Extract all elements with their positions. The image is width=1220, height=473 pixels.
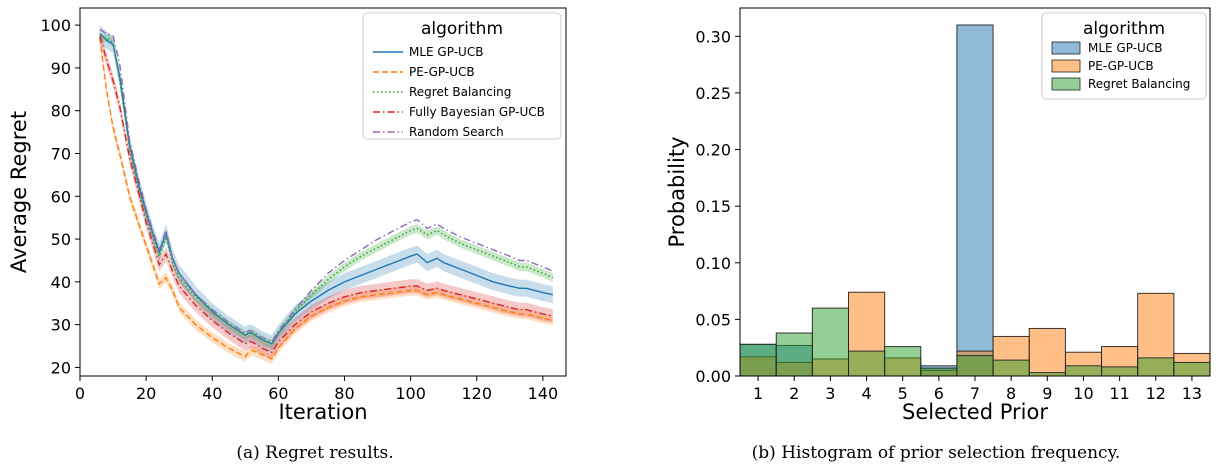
series-line-3 [99, 35, 553, 354]
legend-title: algorithm [1083, 19, 1165, 39]
x-tick-label: 1 [753, 384, 763, 403]
caption-right: (b) Histogram of prior selection frequen… [752, 443, 1121, 463]
x-tick-label: 13 [1182, 384, 1202, 403]
y-tick-label: 70 [51, 144, 71, 163]
legend-box [1041, 12, 1207, 100]
legend-label-3: Fully Bayesian GP-UCB [409, 105, 545, 119]
y-tick-label: 0.20 [695, 141, 731, 160]
legend-box [362, 12, 562, 140]
x-axis-label: Selected Prior [902, 400, 1048, 424]
legend-title: algorithm [421, 19, 503, 39]
x-tick-label: 5 [898, 384, 908, 403]
y-tick-label: 100 [40, 16, 71, 35]
x-tick-label: 11 [1109, 384, 1129, 403]
bar-2-2 [811, 307, 849, 377]
x-tick-label: 20 [136, 384, 156, 403]
bar-1-8 [1028, 327, 1066, 377]
legend-label-1: PE-GP-UCB [1088, 59, 1154, 73]
x-tick-label: 4 [861, 384, 871, 403]
legend-swatch-2 [1051, 77, 1081, 91]
bar-2-6 [956, 355, 994, 377]
legend-label-0: MLE GP-UCB [409, 45, 483, 59]
x-tick-label: 12 [1146, 384, 1166, 403]
y-tick-label: 80 [51, 102, 71, 121]
bar-2-1 [775, 332, 813, 377]
y-tick-label: 0.15 [695, 197, 731, 216]
y-tick-label: 0.05 [695, 310, 731, 329]
y-tick-label: 0.10 [695, 254, 731, 273]
caption-left: (a) Regret results. [236, 443, 393, 463]
y-tick-label: 0.00 [695, 367, 731, 386]
bar-2-4 [884, 346, 922, 377]
x-tick-label: 40 [202, 384, 222, 403]
legend-label-0: MLE GP-UCB [1088, 41, 1162, 55]
x-tick-label: 10 [1073, 384, 1093, 403]
bar-2-5 [920, 367, 958, 377]
x-tick-label: 2 [789, 384, 799, 403]
x-tick-label: 9 [1042, 384, 1052, 403]
x-tick-label: 120 [461, 384, 492, 403]
regret-line-chart: 0 20 40 60 80 100 120 1402030405060708090100Ite… [7, 7, 567, 424]
legend: algorithm MLE GP-UCB PE-GP-UCB Regret Balan… [1041, 12, 1207, 100]
legend-label-4: Random Search [409, 125, 504, 139]
legend-swatch-0 [1051, 41, 1081, 55]
y-tick-label: 0.25 [695, 84, 731, 103]
bar-2-10 [1101, 366, 1139, 377]
y-tick-label: 60 [51, 187, 71, 206]
x-tick-label: 80 [334, 384, 354, 403]
y-tick-label: 40 [51, 273, 71, 292]
x-tick-label: 0 [75, 384, 85, 403]
bar-2-9 [1064, 365, 1103, 377]
legend: algorithm MLE GP-UCB PE-GP-UCB Regret Balan… [362, 12, 562, 140]
x-tick-label: 7 [970, 384, 980, 403]
bar-2-7 [992, 359, 1030, 377]
plot-frame [79, 7, 567, 377]
y-tick-label: 30 [51, 316, 71, 335]
x-axis-label: Iteration [278, 400, 367, 424]
bar-2-11 [1137, 357, 1175, 377]
bar-0-6 [956, 24, 994, 377]
series-line-4 [99, 28, 554, 343]
band-2 [99, 33, 553, 349]
bar-2-12 [1173, 361, 1211, 377]
legend-label-2: Regret Balancing [1088, 77, 1190, 91]
x-tick-label: 3 [825, 384, 835, 403]
series-line-1 [99, 37, 553, 360]
x-tick-label: 6 [934, 384, 944, 403]
y-tick-label: 90 [51, 59, 71, 78]
y-axis-label: Average Regret [7, 111, 31, 273]
x-tick-label: 60 [268, 384, 288, 403]
y-tick-label: 50 [51, 230, 71, 249]
x-tick-label: 8 [1006, 384, 1016, 403]
y-axis-label: Probability [665, 136, 689, 247]
prior-selection-histogram: 1 2 3 4 5 6 7 8 9 10 11 12 130.000.050.100.150.200.2… [665, 7, 1211, 424]
x-tick-label: 100 [395, 384, 426, 403]
legend-swatch-1 [1051, 59, 1081, 73]
y-tick-label: 20 [51, 358, 71, 377]
bar-2-3 [848, 350, 886, 377]
bar-2-0 [739, 343, 777, 377]
y-tick-label: 0.30 [695, 27, 731, 46]
legend-label-2: Regret Balancing [409, 85, 511, 99]
legend-label-1: PE-GP-UCB [409, 65, 475, 79]
band-0 [99, 25, 553, 353]
bar-2-8 [1028, 372, 1066, 377]
x-tick-label: 140 [528, 384, 559, 403]
